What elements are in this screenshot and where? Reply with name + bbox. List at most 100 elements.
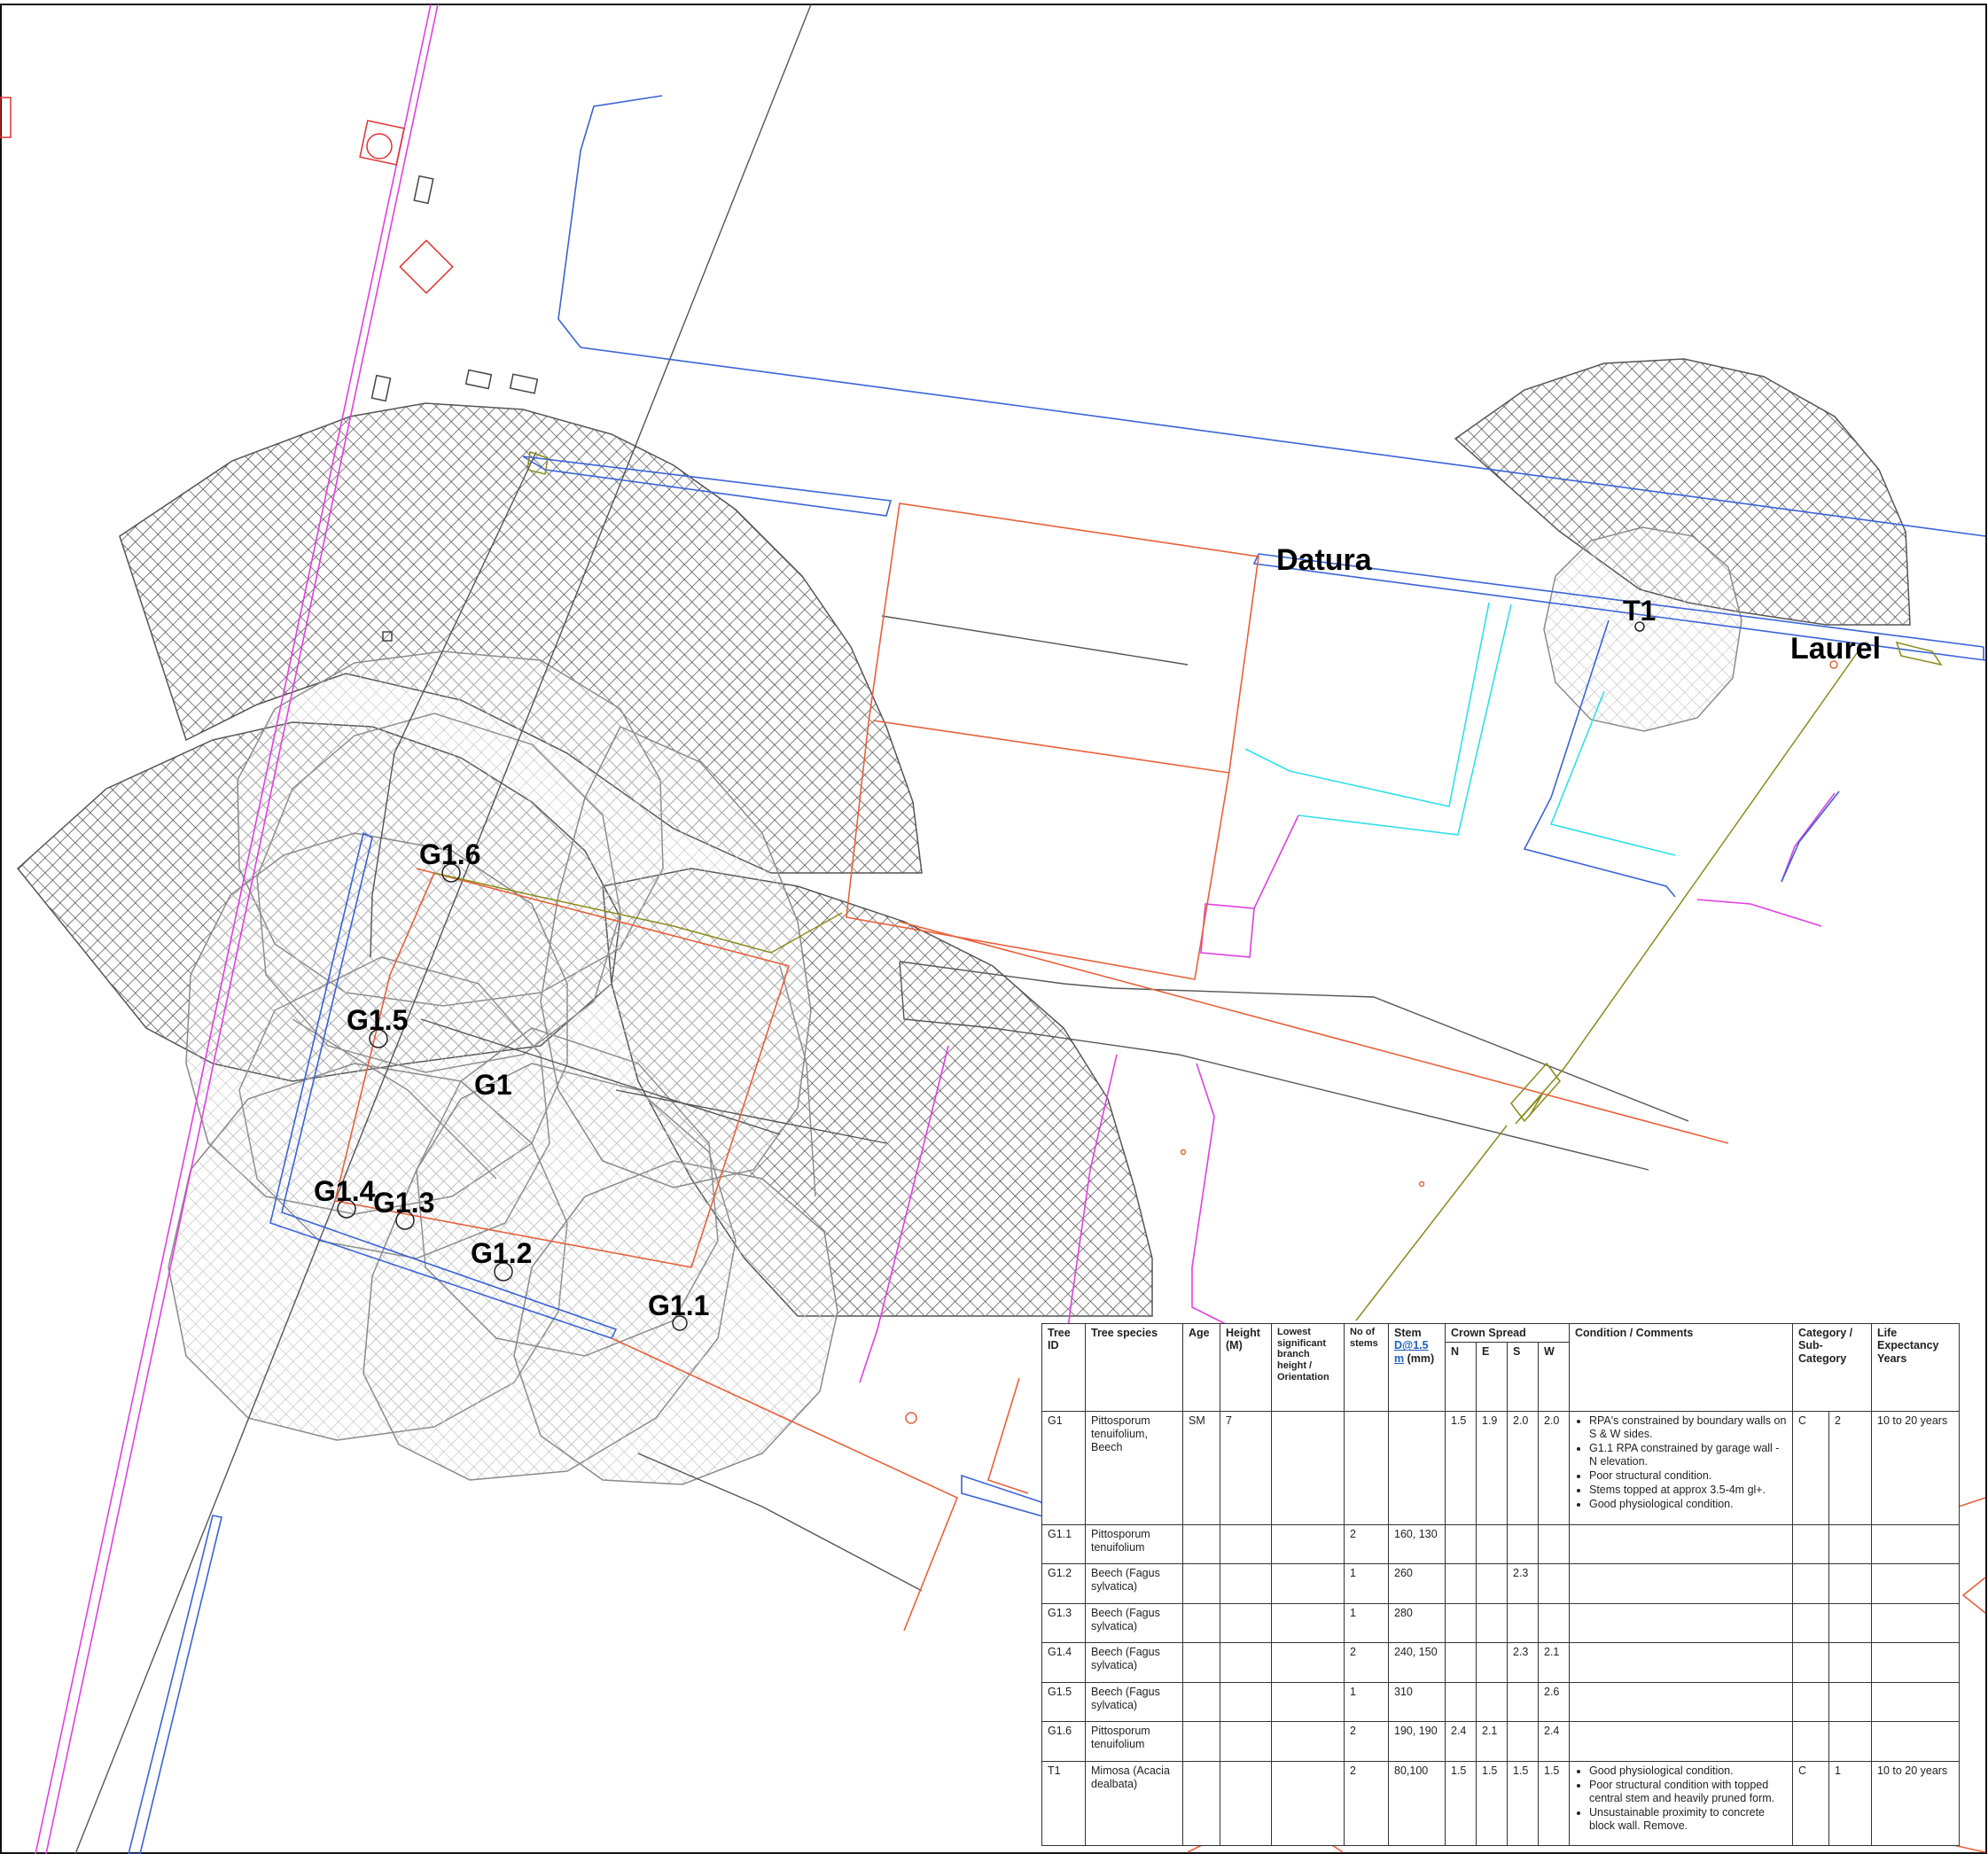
cell-w: 2.4 [1538, 1721, 1570, 1762]
cell-cat [1792, 1563, 1829, 1604]
cell-comments: Good physiological condition.Poor struct… [1569, 1760, 1793, 1847]
cell-branch [1271, 1563, 1345, 1604]
cell-e [1476, 1602, 1508, 1644]
cell-species: Pittosporum tenuifolium, Beech [1085, 1411, 1183, 1525]
cell-comments [1569, 1721, 1793, 1762]
cell-sub: 2 [1828, 1411, 1872, 1525]
header-s: S [1507, 1342, 1539, 1413]
table-row: G1.1 Pittosporum tenuifolium 2 160, 130 [1041, 1523, 1960, 1565]
cell-height [1220, 1563, 1272, 1604]
header-w: W [1538, 1342, 1570, 1413]
comment-item: Unsustainable proximity to concrete bloc… [1589, 1806, 1787, 1833]
cell-life [1871, 1681, 1960, 1723]
cell-stems: 1 [1344, 1681, 1389, 1723]
cell-comments [1569, 1681, 1793, 1723]
cell-diam: 190, 190 [1388, 1721, 1446, 1762]
cell-age [1182, 1602, 1220, 1644]
header-lowest-branch: Lowest significant branch height / Orien… [1271, 1322, 1345, 1413]
cell-species: Beech (Fagus sylvatica) [1085, 1642, 1183, 1683]
cell-age [1182, 1721, 1220, 1762]
cell-n: 2.4 [1445, 1721, 1477, 1762]
cell-comments [1569, 1523, 1793, 1565]
cell-life: 10 to 20 years [1871, 1411, 1960, 1525]
header-no-stems: No of stems [1344, 1322, 1389, 1413]
stem-t1 [1634, 621, 1645, 632]
comment-item: Good physiological condition. [1589, 1498, 1787, 1511]
cell-species: Pittosporum tenuifolium [1085, 1721, 1183, 1762]
cell-s [1507, 1721, 1539, 1762]
label-g1: G1 [474, 1069, 512, 1101]
cell-life [1871, 1642, 1960, 1683]
cell-branch [1271, 1721, 1345, 1762]
header-stem-prefix: Stem [1394, 1327, 1422, 1339]
stem-g1-3 [395, 1211, 415, 1230]
cell-s [1507, 1681, 1539, 1723]
label-g1-6: G1.6 [419, 838, 480, 870]
canopy-g1-upper [540, 726, 812, 1188]
label-g1-3: G1.3 [373, 1187, 434, 1219]
cell-species: Mimosa (Acacia dealbata) [1085, 1760, 1183, 1847]
cell-stems: 2 [1344, 1721, 1389, 1762]
olive-lines [433, 450, 1943, 1321]
cell-life [1871, 1721, 1960, 1762]
cell-stems [1344, 1411, 1389, 1525]
cell-species: Beech (Fagus sylvatica) [1085, 1681, 1183, 1723]
cell-diam [1388, 1411, 1446, 1525]
cell-stems: 1 [1344, 1563, 1389, 1604]
cell-stems: 2 [1344, 1523, 1389, 1565]
cell-n: 1.5 [1445, 1760, 1477, 1847]
cell-height [1220, 1681, 1272, 1723]
cell-n: 1.5 [1445, 1411, 1477, 1525]
cell-id: G1.2 [1041, 1563, 1086, 1604]
canopy-areas [168, 526, 1742, 1485]
stem-g1-2 [494, 1262, 513, 1281]
cell-id: T1 [1041, 1760, 1086, 1847]
stem-g1-4 [337, 1199, 356, 1219]
header-height: Height (M) [1220, 1322, 1272, 1413]
table-row: G1.2 Beech (Fagus sylvatica) 1 260 2.3 [1041, 1563, 1960, 1604]
cell-life [1871, 1563, 1960, 1604]
cell-s [1507, 1602, 1539, 1644]
cell-cat [1792, 1602, 1829, 1644]
label-g1-4: G1.4 [314, 1175, 376, 1207]
cell-w: 2.6 [1538, 1681, 1570, 1723]
cyan-lines [1244, 602, 1676, 856]
table-header-row: Tree ID Tree species Age Height (M) Lowe… [1041, 1322, 1960, 1413]
label-g1-5: G1.5 [347, 1004, 408, 1036]
cell-life [1871, 1523, 1960, 1565]
cell-sub [1828, 1523, 1872, 1565]
cell-e [1476, 1523, 1508, 1565]
cell-age [1182, 1642, 1220, 1683]
magenta-boundary [35, 4, 1836, 1854]
cell-cat [1792, 1681, 1829, 1723]
comment-item: Poor structural condition with topped ce… [1589, 1779, 1787, 1805]
cell-age [1182, 1760, 1220, 1847]
canopy-g1-1 [513, 1160, 838, 1485]
header-n: N [1445, 1342, 1477, 1413]
tree-stems [337, 621, 1645, 1331]
table-row: G1.3 Beech (Fagus sylvatica) 1 280 [1041, 1602, 1960, 1644]
cell-stems: 2 [1344, 1760, 1389, 1847]
cell-height [1220, 1760, 1272, 1847]
cell-height [1220, 1721, 1272, 1762]
comment-item: Poor structural condition. [1589, 1469, 1787, 1483]
cell-comments [1569, 1642, 1793, 1683]
cell-cat [1792, 1642, 1829, 1683]
cell-branch [1271, 1602, 1345, 1644]
cell-e [1476, 1642, 1508, 1683]
canopy-outlines [238, 713, 816, 1357]
header-category: Category / Sub-Category [1792, 1322, 1872, 1413]
cell-diam: 80,100 [1388, 1760, 1446, 1847]
header-stem-link[interactable]: D@1.5 m [1394, 1339, 1429, 1365]
cell-id: G1.3 [1041, 1602, 1086, 1644]
header-crown-spread: Crown Spread [1445, 1322, 1570, 1343]
cell-comments [1569, 1563, 1793, 1604]
cell-diam: 240, 150 [1388, 1642, 1446, 1683]
cell-id: G1.5 [1041, 1681, 1086, 1723]
cell-w: 2.1 [1538, 1642, 1570, 1683]
comment-item: Good physiological condition. [1589, 1764, 1787, 1778]
page-frame [0, 4, 1987, 1854]
header-tree-id: Tree ID [1041, 1322, 1086, 1413]
cell-s: 1.5 [1507, 1760, 1539, 1847]
cell-sub [1828, 1642, 1872, 1683]
